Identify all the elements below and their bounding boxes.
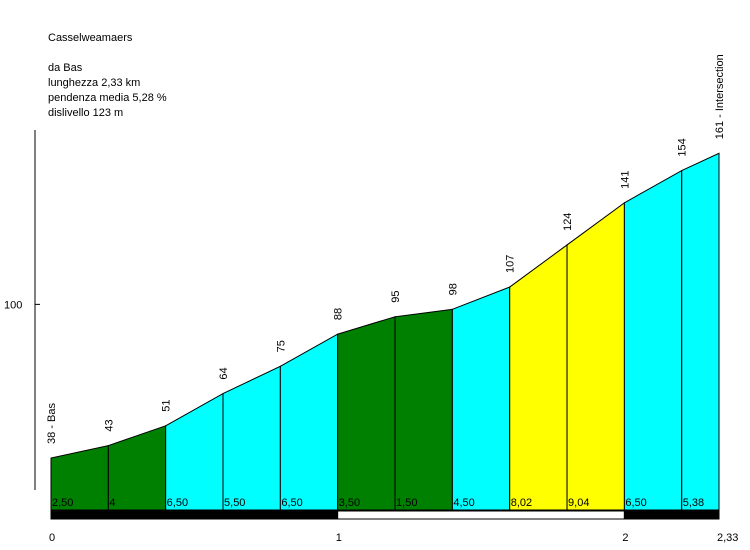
x-tick-label: 2,33: [717, 532, 738, 544]
profile-segment: [623, 169, 683, 511]
chart-title: Casselweamaers: [48, 32, 133, 44]
segment-gradient-label: 6,50: [281, 497, 302, 509]
distance-scale-bar: [337, 510, 625, 520]
segment-gradient-label: 9,04: [568, 497, 589, 509]
y-tick-label: 100: [4, 299, 22, 311]
elevation-label: 154: [677, 138, 689, 156]
elevation-label: 43: [103, 419, 115, 431]
elevation-label: 98: [447, 283, 459, 295]
elevation-label: 51: [161, 400, 173, 412]
profile-segment: [394, 308, 453, 511]
segment-gradient-label: 1,50: [396, 497, 417, 509]
stat-length: lunghezza 2,33 km: [48, 77, 141, 89]
segment-gradient-label: 5,50: [224, 497, 245, 509]
profile-segment: [509, 243, 568, 511]
stat-start: da Bas: [48, 62, 83, 74]
elevation-label: 161 - Intersection: [714, 54, 726, 139]
segment-gradient-label: 8,02: [511, 497, 532, 509]
profile-segment: [107, 425, 167, 511]
stat-elevation-gain: dislivello 123 m: [48, 107, 124, 119]
elevation-label: 75: [275, 340, 287, 352]
profile-segment: [566, 201, 625, 511]
segment-gradient-label: 4: [109, 497, 115, 509]
x-tick-label: 2: [622, 532, 628, 544]
elevation-label: 95: [390, 291, 402, 303]
x-tick-label: 0: [49, 532, 55, 544]
elevation-label: 38 - Bas: [46, 403, 58, 444]
segment-gradient-label: 6,50: [167, 497, 188, 509]
segment-gradient-label: 6,50: [625, 497, 646, 509]
profile-segment: [337, 316, 396, 511]
elevation-label: 64: [218, 367, 230, 379]
elevation-label: 88: [333, 308, 345, 320]
elevation-label: 141: [619, 170, 631, 188]
profile-segment: [165, 392, 224, 511]
distance-scale-bar: [50, 510, 339, 520]
segment-gradient-label: 2,50: [52, 497, 73, 509]
elevation-label: 107: [505, 255, 517, 273]
distance-scale-bar: [623, 510, 720, 520]
segment-gradient-label: 4,50: [453, 497, 474, 509]
profile-segment: [279, 333, 339, 511]
segment-gradient-label: 3,50: [339, 497, 360, 509]
profile-segment: [222, 365, 281, 511]
segment-gradient-label: 5,38: [683, 497, 704, 509]
elevation-label: 124: [562, 213, 574, 231]
profile-segment: [681, 152, 720, 511]
profile-segment: [451, 286, 511, 511]
x-tick-label: 1: [336, 532, 342, 544]
stat-avg-gradient: pendenza media 5,28 %: [48, 92, 167, 104]
